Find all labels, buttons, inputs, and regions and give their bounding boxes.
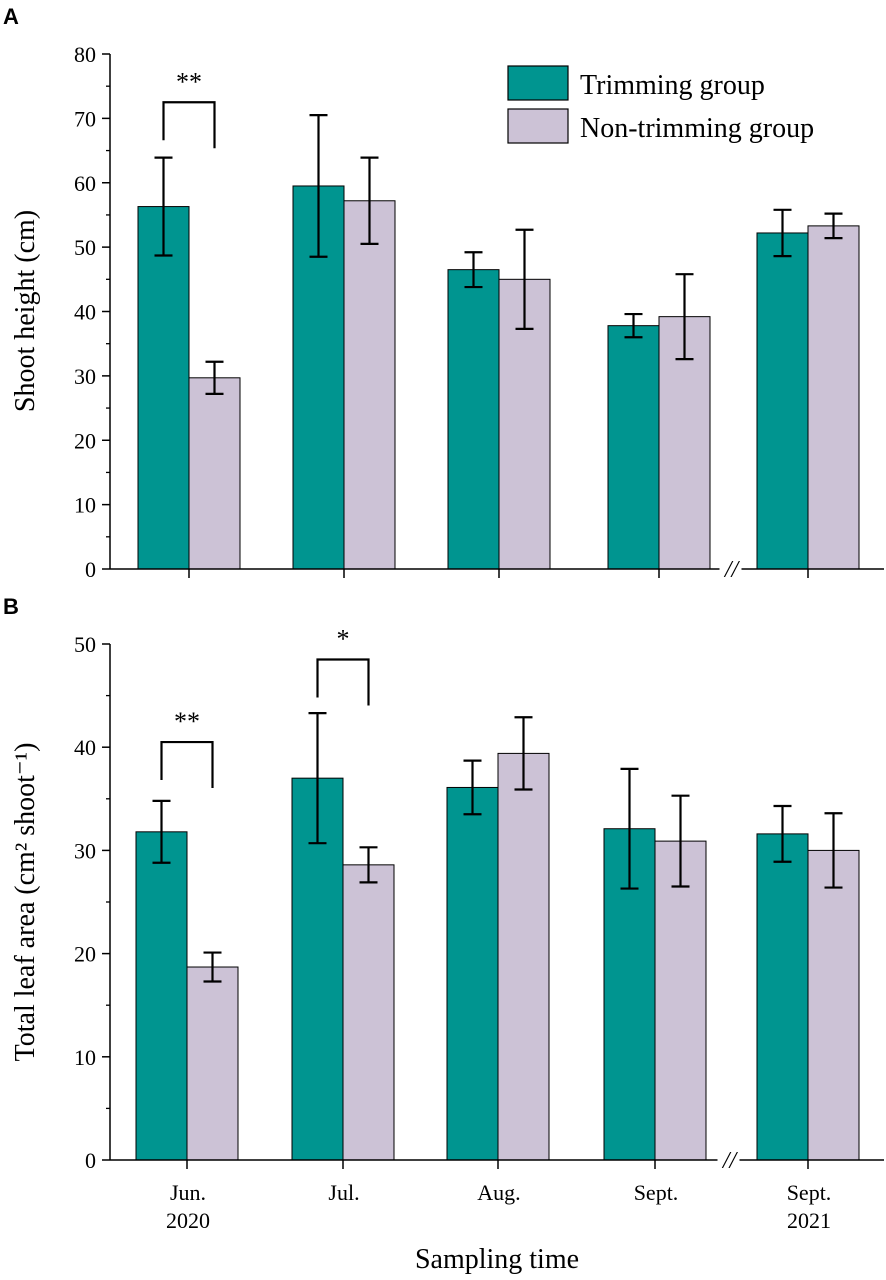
bar-trimming-2 bbox=[447, 269, 500, 570]
error-bar-non-trimming-0 bbox=[205, 360, 224, 395]
category-label: Sept. bbox=[634, 1180, 679, 1205]
significance-bracket-0: ** bbox=[160, 707, 214, 789]
bar-non-trimming-1 bbox=[343, 200, 396, 570]
axis-break-gap bbox=[719, 566, 742, 572]
significance-bracket-0: ** bbox=[162, 67, 216, 149]
error-bar-trimming-4 bbox=[773, 804, 792, 863]
y-tick-label: 0 bbox=[85, 1148, 96, 1173]
bar-trimming-4 bbox=[756, 833, 809, 1161]
panel-a: A 0 10 20 30 40 50 60 70 80 // ** Shoot height (cm… bbox=[3, 4, 884, 583]
panel-a-y-axis-title: Shoot height (cm) bbox=[10, 210, 41, 412]
legend-label-trimming: Trimming group bbox=[580, 70, 765, 101]
category-label: Sept. bbox=[787, 1180, 832, 1205]
bar-trimming-2 bbox=[446, 786, 499, 1161]
error-bar-non-trimming-1 bbox=[359, 846, 378, 884]
error-bar-non-trimming-2 bbox=[515, 228, 534, 330]
panel-b-y-axis-title: Total leaf area (cm² shoot⁻¹) bbox=[10, 743, 41, 1062]
error-bar-trimming-3 bbox=[624, 312, 643, 339]
error-bar-non-trimming-3 bbox=[671, 794, 690, 888]
y-tick-label: 20 bbox=[74, 942, 96, 967]
significance-label: * bbox=[337, 624, 350, 653]
y-tick-label: 30 bbox=[74, 364, 96, 389]
bar-non-trimming-4 bbox=[807, 225, 860, 570]
panel-a-bars bbox=[137, 114, 860, 570]
axis-break-gap bbox=[717, 1157, 740, 1163]
x-axis-title: Sampling time bbox=[415, 1244, 579, 1275]
panel-label-a: A bbox=[3, 4, 19, 29]
axis-break-mark: // bbox=[721, 1148, 739, 1174]
category-label: Jul. bbox=[328, 1180, 359, 1205]
bar-trimming-3 bbox=[607, 325, 660, 570]
panel-label-b: B bbox=[3, 594, 19, 619]
bar-trimming-0 bbox=[137, 206, 190, 570]
error-bar-trimming-2 bbox=[464, 251, 483, 289]
y-tick-label: 80 bbox=[74, 42, 96, 67]
error-bar-trimming-0 bbox=[152, 799, 171, 864]
error-bar-non-trimming-4 bbox=[824, 212, 843, 240]
category-label-year: 2020 bbox=[166, 1208, 210, 1233]
y-tick-label: 30 bbox=[74, 838, 96, 863]
legend: Trimming group Non-trimming group bbox=[507, 65, 814, 144]
legend-swatch-trimming bbox=[507, 65, 569, 101]
panel-b-bars bbox=[135, 712, 860, 1161]
error-bar-trimming-2 bbox=[463, 759, 482, 816]
legend-swatch-non-trimming bbox=[507, 108, 569, 144]
significance-bracket-1: * bbox=[316, 624, 370, 706]
bar-trimming-0 bbox=[135, 831, 188, 1161]
legend-label-non-trimming: Non-trimming group bbox=[580, 113, 814, 144]
y-tick-label: 10 bbox=[74, 493, 96, 518]
panel-a-axes: 0 10 20 30 40 50 60 70 80 // ** bbox=[74, 42, 884, 583]
error-bar-trimming-0 bbox=[154, 156, 173, 257]
y-tick-label: 0 bbox=[85, 557, 96, 582]
significance-label: ** bbox=[176, 67, 202, 96]
y-tick-label: 10 bbox=[74, 1045, 96, 1070]
category-label-year: 2021 bbox=[787, 1208, 831, 1233]
error-bar-non-trimming-2 bbox=[514, 716, 533, 791]
error-bar-trimming-4 bbox=[773, 208, 792, 258]
y-tick-label: 50 bbox=[74, 632, 96, 657]
category-label: Jun. bbox=[170, 1180, 206, 1205]
error-bar-non-trimming-0 bbox=[203, 951, 222, 983]
y-tick-label: 70 bbox=[74, 106, 96, 131]
significance-label: ** bbox=[174, 707, 200, 736]
bar-non-trimming-3 bbox=[654, 840, 707, 1161]
error-bar-non-trimming-1 bbox=[360, 156, 379, 246]
bar-non-trimming-0 bbox=[186, 966, 239, 1161]
error-bar-trimming-3 bbox=[620, 767, 639, 890]
bar-non-trimming-4 bbox=[807, 849, 860, 1161]
category-label: Aug. bbox=[477, 1180, 520, 1205]
bar-non-trimming-1 bbox=[342, 864, 395, 1161]
x-category-labels: Jun. 2020 Jul. Aug. Sept. Sept. 2021 bbox=[166, 1180, 831, 1233]
bar-non-trimming-0 bbox=[188, 377, 241, 570]
error-bar-trimming-1 bbox=[309, 114, 328, 258]
error-bar-non-trimming-3 bbox=[675, 273, 694, 361]
axis-break-mark: // bbox=[723, 557, 741, 583]
error-bar-non-trimming-4 bbox=[824, 812, 843, 889]
error-bar-trimming-1 bbox=[308, 712, 327, 845]
bar-non-trimming-2 bbox=[497, 752, 550, 1161]
y-tick-label: 20 bbox=[74, 428, 96, 453]
y-tick-label: 50 bbox=[74, 235, 96, 260]
y-tick-label: 60 bbox=[74, 171, 96, 196]
y-tick-label: 40 bbox=[74, 300, 96, 325]
y-tick-label: 40 bbox=[74, 735, 96, 760]
bar-trimming-4 bbox=[756, 232, 809, 570]
